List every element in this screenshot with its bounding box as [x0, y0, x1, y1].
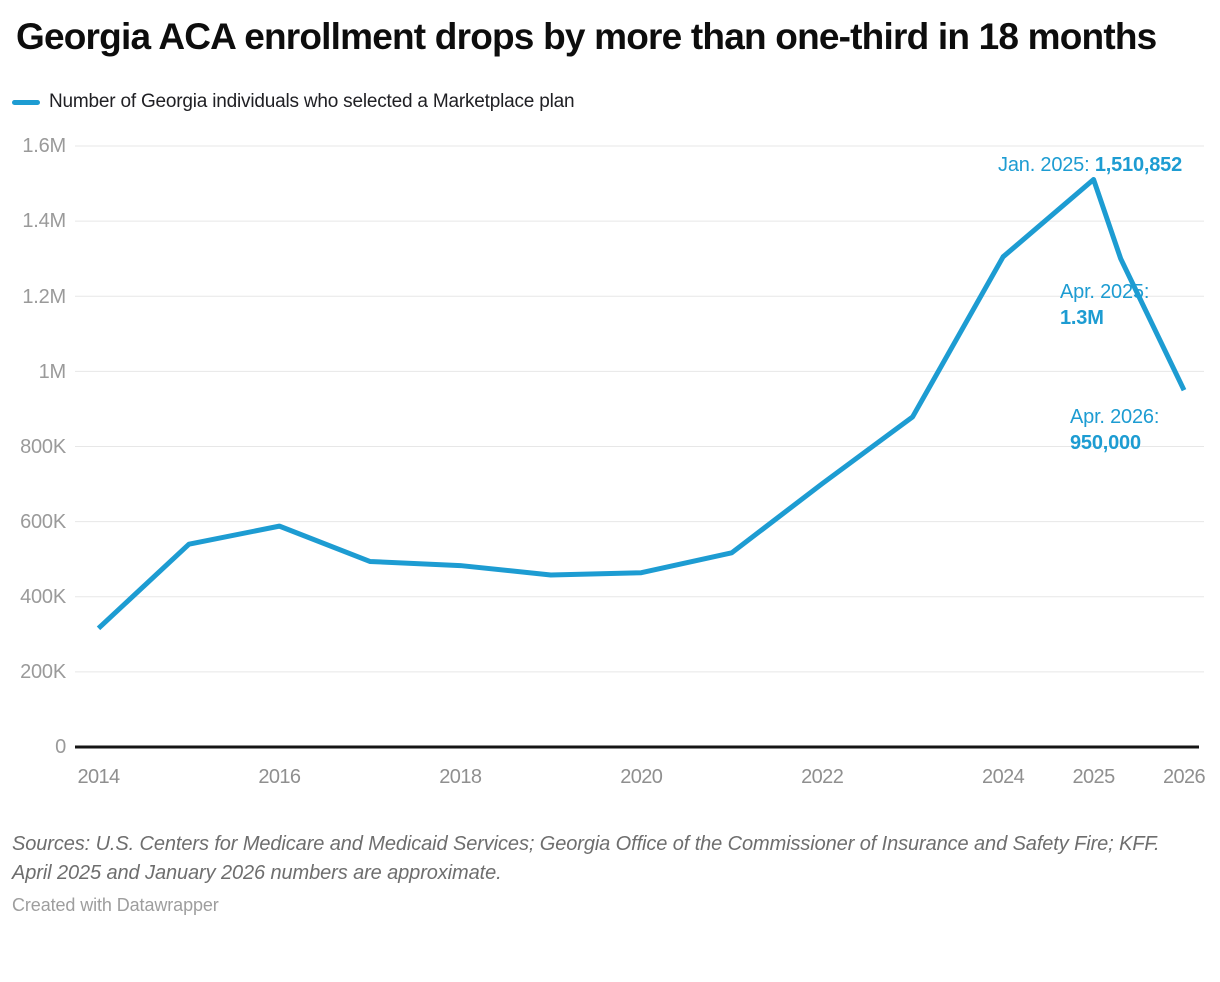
enrollment-line	[96, 177, 1187, 631]
y-tick-label: 1.2M	[22, 285, 66, 308]
annotation-label: Jan. 2025:	[998, 154, 1095, 177]
legend-label: Number of Georgia individuals who select…	[49, 91, 575, 113]
plot-area	[75, 145, 1204, 749]
x-tick-label: 2024	[982, 766, 1025, 789]
datawrapper-credit-link[interactable]: Created with Datawrapper	[12, 895, 219, 916]
x-tick-label: 2020	[620, 766, 663, 789]
annotation-jan-2025: Jan. 2025: 1,510,852	[998, 153, 1182, 177]
y-tick-label: 200K	[20, 661, 66, 684]
annotation-value: 950,000	[1070, 432, 1141, 455]
sources-note: Sources: U.S. Centers for Medicare and M…	[12, 833, 1160, 885]
y-tick-label: 600K	[20, 510, 66, 533]
y-tick-label: 1.4M	[22, 210, 66, 233]
line-chart: 0 200K 400K 600K 800K 1M 1.2M 1.4M 1.6M 2014 2016…	[0, 120, 1220, 820]
annotation-label: Apr. 2026:	[1070, 406, 1160, 429]
annotation-label: Apr. 2025:	[1060, 281, 1150, 304]
chart-title: Georgia ACA enrollment drops by more tha…	[16, 16, 1157, 57]
y-tick-label: 1M	[38, 360, 67, 383]
x-tick-label: 2026	[1162, 766, 1206, 789]
annotation-value: 1,510,852	[1094, 154, 1182, 177]
legend: Number of Georgia individuals who select…	[12, 90, 1220, 114]
y-tick-label: 800K	[20, 435, 66, 458]
y-tick-label: 400K	[20, 586, 66, 609]
x-tick-label: 2022	[801, 766, 844, 789]
x-tick-label: 2025	[1072, 766, 1116, 789]
x-tick-label: 2014	[77, 766, 120, 789]
annotation-apr-2026: Apr. 2026: 950,000	[1070, 404, 1159, 456]
annotation-value: 1.3M	[1060, 307, 1104, 330]
x-tick-label: 2018	[439, 766, 482, 789]
y-tick-label: 0	[55, 736, 66, 759]
legend-line-swatch	[12, 99, 40, 105]
y-tick-label: 1.6M	[22, 135, 66, 158]
x-tick-label: 2016	[258, 766, 301, 789]
annotation-apr-2025: Apr. 2025: 1.3M	[1060, 279, 1149, 331]
